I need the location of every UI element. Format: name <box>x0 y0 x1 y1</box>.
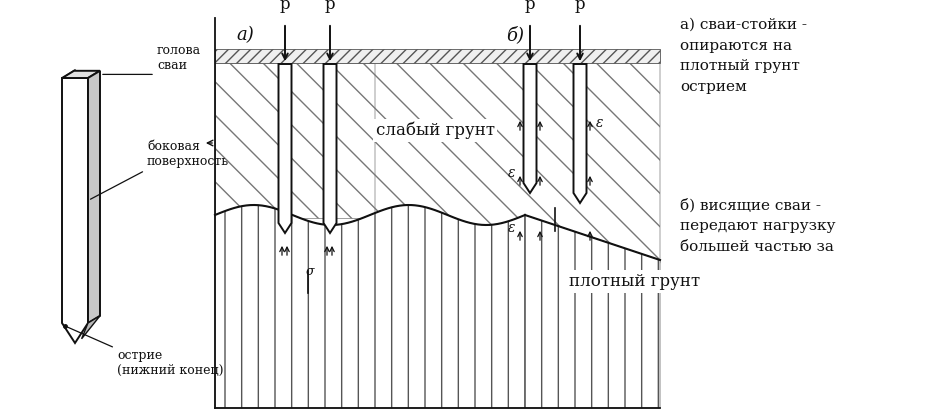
Text: р: р <box>279 0 291 13</box>
Text: острие
(нижний конец): острие (нижний конец) <box>117 349 223 377</box>
Polygon shape <box>82 316 100 339</box>
Polygon shape <box>62 71 100 78</box>
Polygon shape <box>215 63 375 218</box>
Polygon shape <box>375 63 660 263</box>
Polygon shape <box>215 49 660 63</box>
Polygon shape <box>215 205 525 408</box>
Text: боковая
поверхность: боковая поверхность <box>147 140 229 168</box>
Polygon shape <box>574 64 586 203</box>
Polygon shape <box>324 64 336 233</box>
Text: р: р <box>575 0 585 13</box>
Text: σ: σ <box>305 265 314 278</box>
Polygon shape <box>523 64 537 193</box>
Polygon shape <box>525 215 660 408</box>
Text: ε: ε <box>508 221 516 235</box>
Text: плотный грунт: плотный грунт <box>569 273 700 290</box>
Text: р: р <box>524 0 535 13</box>
Text: голова
сваи: голова сваи <box>157 44 201 72</box>
Text: слабый грунт: слабый грунт <box>375 122 495 139</box>
Text: ε: ε <box>508 166 516 180</box>
Polygon shape <box>62 78 88 343</box>
Text: а) сваи-стойки -
опираются на
плотный грунт
острием: а) сваи-стойки - опираются на плотный гр… <box>680 18 807 94</box>
Text: б) висящие сваи -
передают нагрузку
большей частью за: б) висящие сваи - передают нагрузку боль… <box>680 198 835 254</box>
Text: а): а) <box>237 26 254 44</box>
Text: ε: ε <box>596 116 603 130</box>
Text: р: р <box>325 0 335 13</box>
Polygon shape <box>88 71 100 323</box>
Text: б): б) <box>506 26 524 44</box>
Polygon shape <box>278 64 292 233</box>
